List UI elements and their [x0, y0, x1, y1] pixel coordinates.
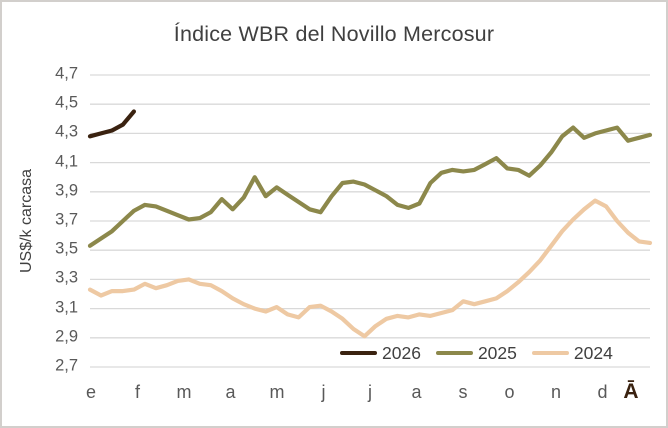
legend-item-2025: 2025 [435, 342, 517, 364]
series-line-2025 [87, 125, 653, 248]
y-tick-label: 3,7 [55, 210, 78, 229]
legend-swatch-2026 [340, 350, 377, 356]
legend-item-2026: 2026 [340, 343, 421, 364]
x-tick-label: a [411, 382, 422, 402]
x-tick-label: m [176, 382, 192, 402]
legend: 2026 2025 2024 [340, 342, 613, 364]
y-tick-label: 3,1 [55, 298, 78, 317]
y-tick-label: 4,7 [55, 64, 78, 83]
legend-item-2024: 2024 [531, 342, 613, 364]
legend-swatch-2024 [531, 350, 569, 356]
x-tick-label: o [504, 382, 515, 402]
legend-label-2024: 2024 [573, 342, 613, 363]
x-tick-label: d [597, 382, 608, 402]
y-tick-label: 3,9 [55, 181, 78, 200]
y-tick-label: 4,5 [55, 93, 78, 112]
x-tick-label: a [225, 382, 236, 402]
y-tick-label: 3,5 [55, 239, 78, 258]
x-tick-label: j [321, 382, 326, 402]
gridlines [90, 74, 650, 368]
x-tick-label: n [550, 382, 562, 402]
y-tick-label: 4,3 [55, 122, 78, 141]
x-axis-extra-label: Ā [623, 380, 639, 403]
y-tick-label: 3,3 [55, 268, 78, 287]
legend-label-2026: 2026 [382, 342, 421, 363]
series-line-2024 [87, 198, 653, 339]
x-tick-label: e [85, 382, 97, 402]
y-tick-label: 2,7 [55, 356, 78, 375]
legend-swatch-2025 [435, 350, 473, 356]
y-tick-label: 2,9 [55, 327, 78, 346]
series-lines [87, 109, 653, 339]
x-tick-label: m [269, 382, 285, 402]
legend-label-2025: 2025 [477, 342, 517, 363]
x-tick-label: j [368, 382, 372, 402]
series-line-2026 [87, 109, 136, 139]
chart-title: Índice WBR del Novillo Mercosur [173, 22, 495, 46]
x-tick-label: f [134, 382, 141, 402]
y-tick-label: 4,1 [55, 152, 78, 171]
x-tick-label: s [458, 382, 468, 402]
